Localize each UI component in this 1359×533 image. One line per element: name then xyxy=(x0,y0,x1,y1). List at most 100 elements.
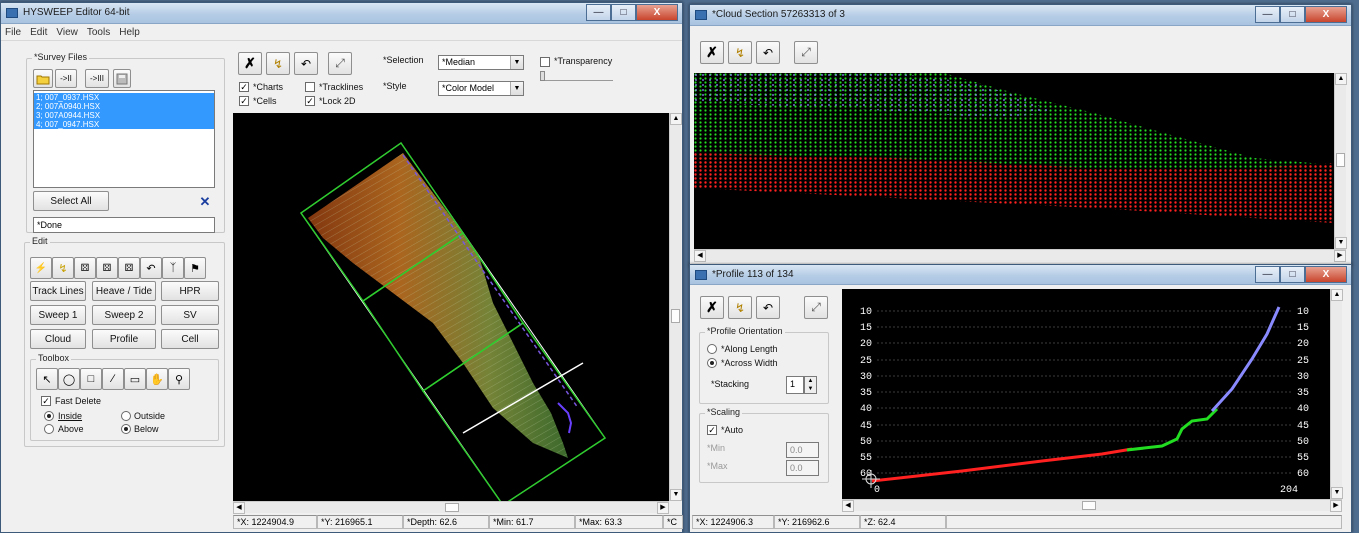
cells-checkbox[interactable]: ✓ xyxy=(239,96,249,106)
profile-horizontal-scrollbar[interactable]: ◀ ▶ xyxy=(842,499,1342,511)
profile-undo-button[interactable]: ↶ xyxy=(756,296,780,319)
branch-button[interactable]: ᛉ xyxy=(162,257,184,279)
menu-view[interactable]: View xyxy=(56,27,78,38)
profile-vertical-scrollbar[interactable]: ▲ ▼ xyxy=(1330,289,1342,499)
prev-file-button[interactable]: ->II xyxy=(55,69,77,88)
open-folder-button[interactable] xyxy=(33,69,53,88)
file-item[interactable]: 3; 007A0944.HSX xyxy=(34,111,214,120)
charts-checkbox[interactable]: ✓ xyxy=(239,82,249,92)
profile-canvas[interactable]: 10 15 20 25 30 35 40 45 50 55 60 10 15 2… xyxy=(842,289,1330,499)
clear-view-button[interactable]: ✗ xyxy=(238,52,262,75)
scroll-down-icon[interactable]: ▼ xyxy=(1331,487,1343,499)
style-dropdown[interactable]: *Color Model ▼ xyxy=(438,81,524,96)
profile-button[interactable]: Profile xyxy=(92,329,156,349)
file-item[interactable]: 1; 007_0937.HSX xyxy=(34,93,214,102)
min-input[interactable]: 0.0 xyxy=(786,442,819,458)
hand-pan-tool[interactable]: ✋ xyxy=(146,368,168,390)
next-file-button[interactable]: ->III xyxy=(85,69,109,88)
sweep1-button[interactable]: Sweep 1 xyxy=(30,305,86,325)
maximize-button[interactable]: □ xyxy=(611,4,636,21)
minimize-button[interactable]: — xyxy=(1255,266,1280,283)
undo-button[interactable]: ↶ xyxy=(140,257,162,279)
select-all-button[interactable]: Select All xyxy=(33,191,109,211)
rect-add-tool[interactable]: □ xyxy=(80,368,102,390)
outside-radio[interactable] xyxy=(121,411,131,421)
pointer-tool[interactable]: ↖ xyxy=(36,368,58,390)
lock2d-checkbox[interactable]: ✓ xyxy=(305,96,315,106)
cloud-zoom-extents-button[interactable]: ⤢ xyxy=(794,41,818,64)
cloud-button[interactable]: Cloud xyxy=(30,329,86,349)
hpr-button[interactable]: HPR xyxy=(161,281,219,301)
close-button[interactable]: X xyxy=(636,4,678,21)
fast-delete-checkbox[interactable]: ✓ xyxy=(41,396,51,406)
scroll-down-icon[interactable]: ▼ xyxy=(670,489,682,501)
hscroll-thumb[interactable] xyxy=(1082,501,1096,510)
tracklines-checkbox[interactable] xyxy=(305,82,315,92)
auto-filter-button[interactable]: ⚡ xyxy=(30,257,52,279)
below-radio[interactable] xyxy=(121,424,131,434)
clear-files-button[interactable]: ✕ xyxy=(195,192,215,211)
menu-tools[interactable]: Tools xyxy=(87,27,110,38)
transparency-slider[interactable] xyxy=(541,73,613,81)
transparency-checkbox[interactable] xyxy=(540,57,550,67)
menu-help[interactable]: Help xyxy=(119,27,140,38)
profile-lightning-button[interactable]: ↯ xyxy=(728,296,752,319)
zoom-tool[interactable]: ⚲ xyxy=(168,368,190,390)
line-tool[interactable]: ∕ xyxy=(102,368,124,390)
view-undo-button[interactable]: ↶ xyxy=(294,52,318,75)
menu-file[interactable]: File xyxy=(5,27,21,38)
cloud-lightning-button[interactable]: ↯ xyxy=(728,41,752,64)
cloud-undo-button[interactable]: ↶ xyxy=(756,41,780,64)
view-lightning-button[interactable]: ↯ xyxy=(266,52,290,75)
file-item[interactable]: 2; 007A0940.HSX xyxy=(34,102,214,111)
scroll-up-icon[interactable]: ▲ xyxy=(670,113,682,125)
scroll-right-icon[interactable]: ▶ xyxy=(1334,250,1346,262)
cell-button[interactable]: Cell xyxy=(161,329,219,349)
close-button[interactable]: X xyxy=(1305,6,1347,23)
cloud-horizontal-scrollbar[interactable]: ◀ ▶ xyxy=(694,249,1346,261)
profile-zoom-extents-button[interactable]: ⤢ xyxy=(804,296,828,319)
flag-button[interactable]: ⚑ xyxy=(184,257,206,279)
scroll-right-icon[interactable]: ▶ xyxy=(1330,500,1342,512)
editor-titlebar[interactable]: HYSWEEP Editor 64-bit — □ X xyxy=(1,3,682,24)
cloud-vertical-scrollbar[interactable]: ▲ ▼ xyxy=(1334,73,1346,249)
auto-scale-checkbox[interactable]: ✓ xyxy=(707,425,717,435)
scroll-left-icon[interactable]: ◀ xyxy=(842,500,854,512)
scroll-thumb[interactable] xyxy=(1336,153,1345,167)
scroll-right-icon[interactable]: ▶ xyxy=(657,502,669,514)
survey-file-list[interactable]: 1; 007_0937.HSX 2; 007A0940.HSX 3; 007A0… xyxy=(33,90,215,188)
binoculars-button[interactable]: ⚄ xyxy=(74,257,96,279)
cloud-canvas[interactable] xyxy=(694,73,1334,249)
above-radio[interactable] xyxy=(44,424,54,434)
scroll-left-icon[interactable]: ◀ xyxy=(233,502,245,514)
along-length-radio[interactable] xyxy=(707,344,717,354)
lasso-add-tool[interactable]: ◯ xyxy=(58,368,80,390)
stacking-spinner[interactable]: ▲▼ xyxy=(804,376,817,394)
binoculars-prev-button[interactable]: ⚄ xyxy=(96,257,118,279)
sweep2-button[interactable]: Sweep 2 xyxy=(92,305,156,325)
lightning-button[interactable]: ↯ xyxy=(52,257,74,279)
eraser-tool[interactable]: ▭ xyxy=(124,368,146,390)
file-item[interactable]: 4; 007_0947.HSX xyxy=(34,120,214,129)
max-input[interactable]: 0.0 xyxy=(786,460,819,476)
profile-titlebar[interactable]: *Profile 113 of 134 — □ X xyxy=(690,265,1351,285)
hscroll-thumb[interactable] xyxy=(445,503,459,512)
clear-profile-button[interactable]: ✗ xyxy=(700,296,724,319)
scroll-left-icon[interactable]: ◀ xyxy=(694,250,706,262)
selection-dropdown[interactable]: *Median ▼ xyxy=(438,55,524,70)
track-lines-button[interactable]: Track Lines xyxy=(30,281,86,301)
heave-tide-button[interactable]: Heave / Tide xyxy=(92,281,156,301)
zoom-extents-button[interactable]: ⤢ xyxy=(328,52,352,75)
minimize-button[interactable]: — xyxy=(586,4,611,21)
scroll-down-icon[interactable]: ▼ xyxy=(1335,237,1347,249)
maximize-button[interactable]: □ xyxy=(1280,6,1305,23)
save-file-button[interactable] xyxy=(113,69,131,88)
minimize-button[interactable]: — xyxy=(1255,6,1280,23)
slider-thumb[interactable] xyxy=(540,71,545,81)
plan-vertical-scrollbar[interactable]: ▲ ▼ xyxy=(669,113,681,501)
plan-horizontal-scrollbar[interactable]: ◀ ▶ xyxy=(233,501,669,513)
plan-view-canvas[interactable] xyxy=(233,113,669,501)
scroll-up-icon[interactable]: ▲ xyxy=(1335,73,1347,85)
menu-edit[interactable]: Edit xyxy=(30,27,47,38)
clear-cloud-button[interactable]: ✗ xyxy=(700,41,724,64)
